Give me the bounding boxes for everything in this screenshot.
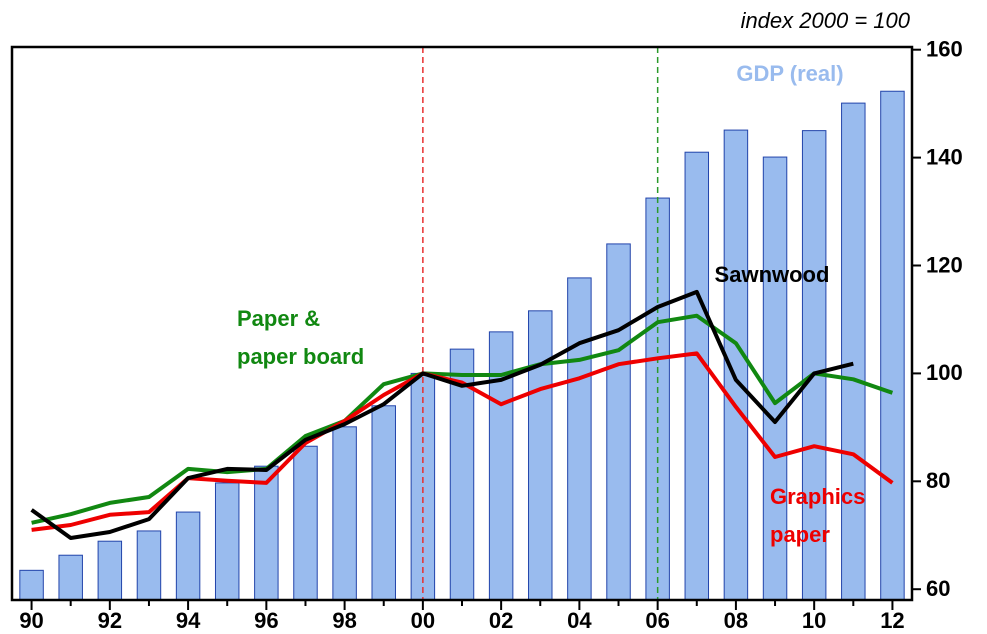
y-tick-label: 140 [926, 144, 963, 169]
x-tick-label: 94 [176, 608, 201, 633]
bar [293, 445, 318, 601]
bar [567, 277, 592, 601]
bar [371, 405, 396, 601]
y-tick-label: 160 [926, 37, 963, 62]
x-tick-label: 08 [724, 608, 748, 633]
y-tick-label: 100 [926, 360, 963, 385]
x-tick-label: 92 [98, 608, 122, 633]
bar [97, 540, 123, 601]
bar [19, 569, 44, 601]
x-tick-label: 02 [489, 608, 513, 633]
y-tick-label: 60 [926, 576, 950, 601]
series-label: Sawnwood [715, 262, 830, 287]
y-tick-label: 120 [926, 252, 963, 277]
bar [254, 465, 279, 601]
x-tick-label: 06 [645, 608, 669, 633]
series-label: Graphics [770, 484, 865, 509]
series-label: GDP (real) [736, 61, 843, 86]
series-label: Paper & [237, 306, 320, 331]
series-label: paper [770, 522, 830, 547]
y-tick-label: 80 [926, 468, 950, 493]
x-tick-label: 98 [332, 608, 356, 633]
bar [175, 511, 201, 601]
series-label: paper board [237, 344, 364, 369]
bar [332, 426, 357, 601]
bar [841, 102, 866, 601]
bar [136, 530, 162, 601]
line-series [30, 289, 854, 540]
bar [214, 482, 240, 601]
bar [880, 90, 905, 601]
x-tick-label: 12 [880, 608, 904, 633]
x-tick-label: 04 [567, 608, 592, 633]
x-tick-label: 96 [254, 608, 278, 633]
x-tick-label: 00 [411, 608, 435, 633]
bar [58, 554, 83, 601]
bar [606, 243, 631, 601]
x-tick-label: 90 [19, 608, 43, 633]
x-tick-label: 10 [802, 608, 826, 633]
line-series [31, 313, 894, 525]
bar [684, 151, 710, 601]
bar [528, 310, 553, 601]
annotation: index 2000 = 100 [741, 8, 911, 33]
